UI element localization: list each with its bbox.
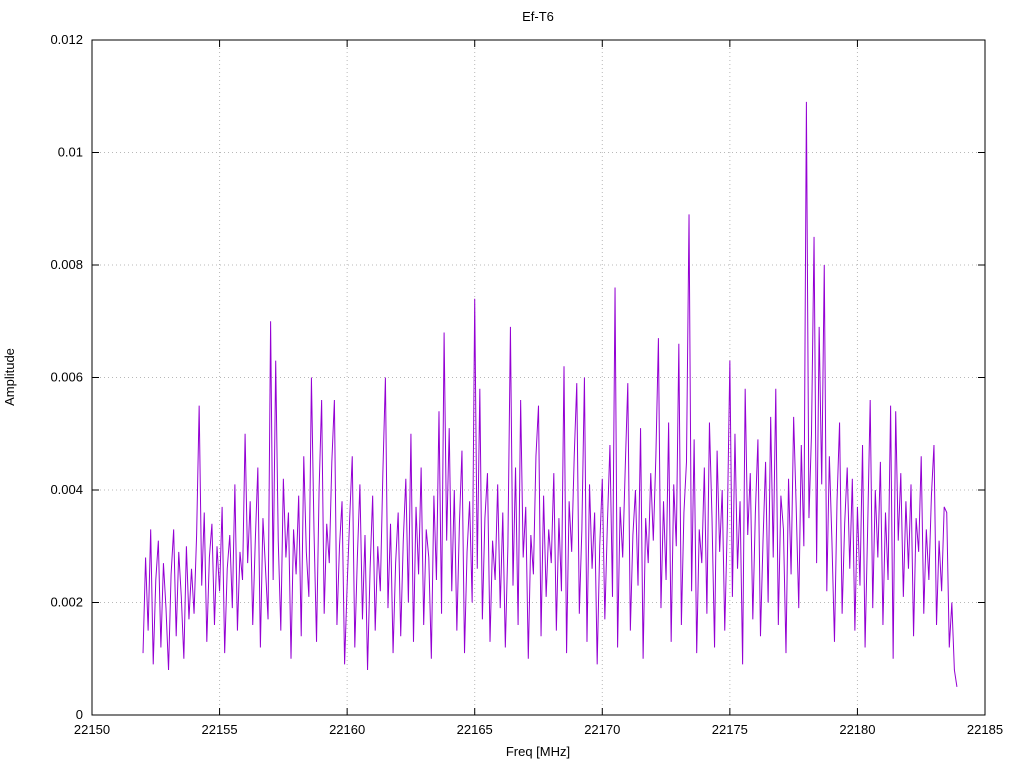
x-tick-label: 22150 bbox=[74, 722, 110, 737]
x-tick-label: 22165 bbox=[457, 722, 493, 737]
chart-title: Ef-T6 bbox=[522, 9, 554, 24]
x-axis-label: Freq [MHz] bbox=[506, 744, 570, 759]
x-tick-label: 22170 bbox=[584, 722, 620, 737]
x-tick-label: 22175 bbox=[712, 722, 748, 737]
y-tick-label: 0 bbox=[76, 707, 83, 722]
x-tick-label: 22160 bbox=[329, 722, 365, 737]
y-tick-label: 0.012 bbox=[50, 32, 83, 47]
y-tick-label: 0.004 bbox=[50, 482, 83, 497]
x-tick-label: 22185 bbox=[967, 722, 1003, 737]
spectrum-line bbox=[142, 101, 958, 687]
tick-labels: 22150 22155 22160 22165 22170 22175 22180 22185… bbox=[50, 32, 1003, 737]
x-tick-label: 22155 bbox=[201, 722, 237, 737]
data-series bbox=[142, 101, 958, 687]
y-tick-label: 0.002 bbox=[50, 595, 83, 610]
axes bbox=[91, 39, 986, 716]
y-tick-label: 0.01 bbox=[58, 145, 83, 160]
y-tick-label: 0.006 bbox=[50, 370, 83, 385]
y-axis-label: Amplitude bbox=[2, 348, 17, 406]
y-tick-label: 0.008 bbox=[50, 257, 83, 272]
x-tick-label: 22180 bbox=[839, 722, 875, 737]
